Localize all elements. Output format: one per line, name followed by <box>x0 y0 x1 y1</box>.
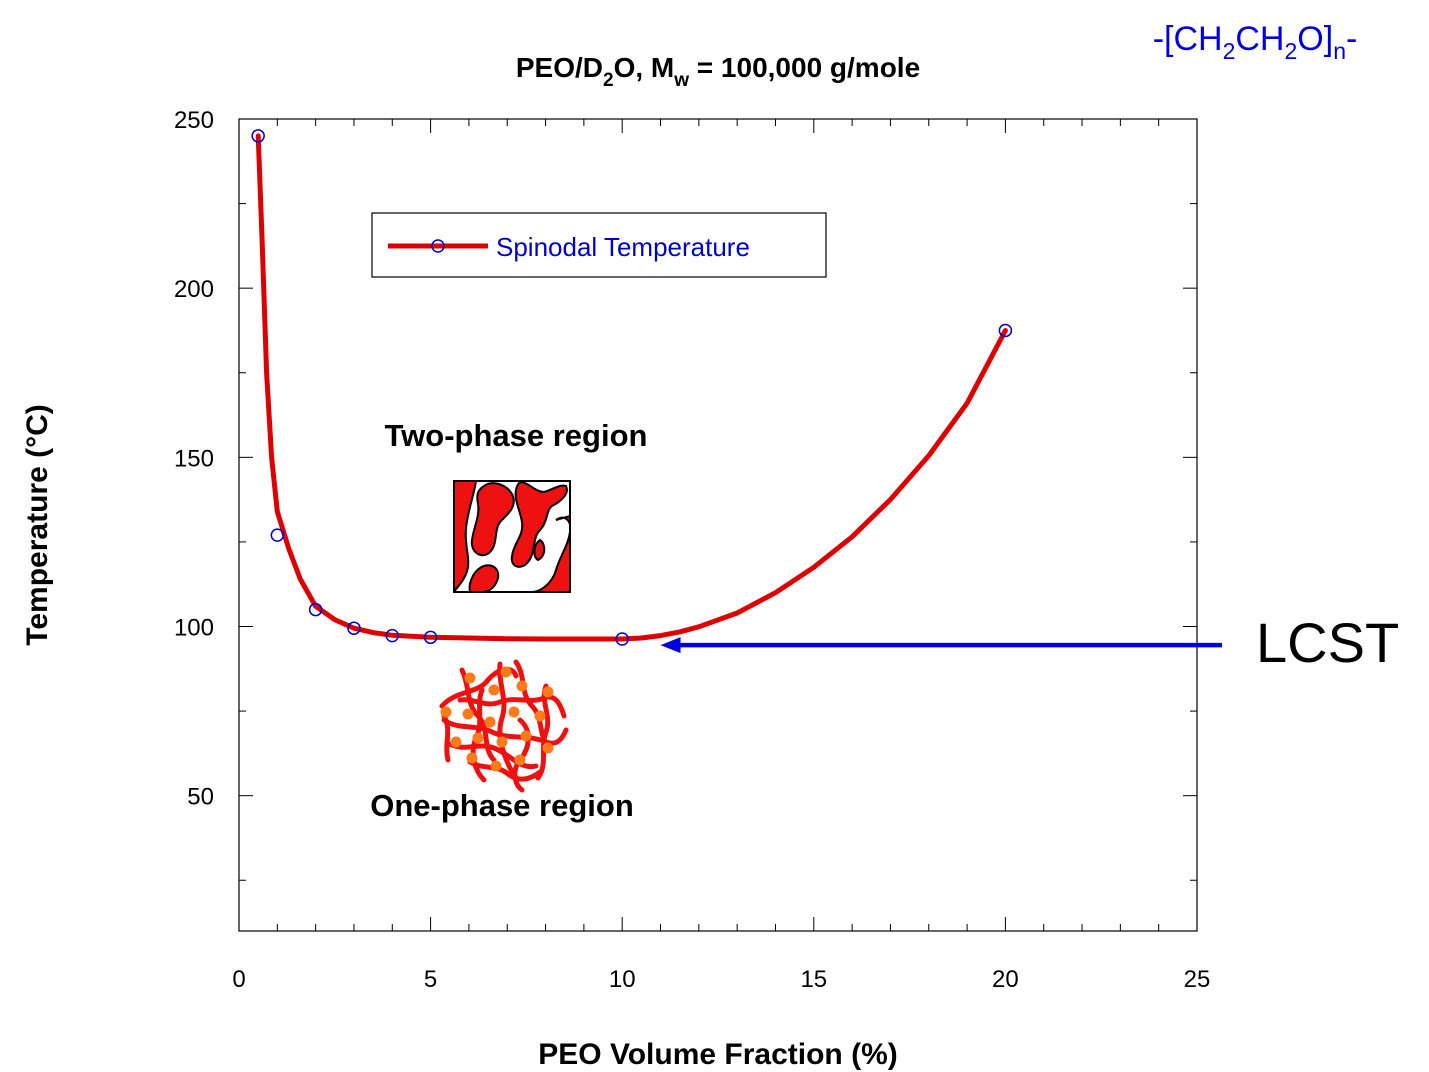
legend-marker <box>431 239 445 253</box>
formula-sub2: 2 <box>1284 38 1297 64</box>
y-tick-labels: 50 100 150 200 250 <box>174 107 214 811</box>
title-mid: O, M <box>614 52 675 83</box>
y-tick-label-50: 50 <box>187 784 214 811</box>
y-tick-label-100: 100 <box>174 615 214 642</box>
plot-frame <box>238 118 1198 932</box>
two-phase-label: Two-phase region <box>385 418 648 453</box>
formula-mid1: CH <box>1235 20 1284 58</box>
x-tick-label-20: 20 <box>992 966 1019 993</box>
title-end: = 100,000 g/mole <box>689 52 920 83</box>
x-tick-label-10: 10 <box>609 966 636 993</box>
data-point <box>270 528 285 542</box>
data-point <box>998 323 1013 338</box>
x-tick-label-25: 25 <box>1184 966 1211 993</box>
legend-box <box>371 212 827 278</box>
data-point <box>251 129 265 143</box>
data-point <box>308 602 323 617</box>
spinodal-markers <box>251 129 1013 646</box>
polymer-formula: -[CH2CH2O]n- <box>1153 20 1358 64</box>
data-point <box>423 630 438 645</box>
chart-title: PEO/D2O, Mw = 100,000 g/mole <box>516 52 920 91</box>
formula-prefix: -[CH <box>1153 20 1223 58</box>
one-phase-label: One-phase region <box>370 788 634 823</box>
y-tick-label-250: 250 <box>174 107 214 134</box>
legend-entry-spinodal: Spinodal Temperature <box>496 232 750 262</box>
x-tick-labels: 0 5 10 15 20 25 <box>232 966 1210 993</box>
y-tick-label-200: 200 <box>174 276 214 303</box>
formula-sub1: 2 <box>1223 38 1236 64</box>
x-tick-label-0: 0 <box>232 966 245 993</box>
data-point <box>615 632 629 646</box>
two-phase-illustration <box>453 480 571 593</box>
formula-mid2: O] <box>1297 20 1333 58</box>
one-phase-illustration <box>439 659 569 793</box>
title-main: PEO/D <box>516 52 603 83</box>
title-sub1: 2 <box>603 70 614 91</box>
formula-suffix: - <box>1346 20 1357 58</box>
lcst-label: LCST <box>1256 611 1399 674</box>
data-point <box>347 621 361 635</box>
x-tick-label-5: 5 <box>424 966 437 993</box>
data-point <box>385 628 400 643</box>
spinodal-curve <box>255 133 1008 642</box>
axis-ticks <box>238 118 1198 931</box>
x-tick-label-15: 15 <box>800 966 827 993</box>
lcst-arrow <box>660 637 1222 654</box>
x-axis-title: PEO Volume Fraction (%) <box>538 1038 898 1071</box>
y-axis-title: Temperature (°C) <box>21 404 54 645</box>
title-sub2: w <box>673 70 689 91</box>
legend: Spinodal Temperature <box>371 212 827 278</box>
y-tick-label-150: 150 <box>174 445 214 472</box>
formula-sub3: n <box>1333 38 1346 64</box>
